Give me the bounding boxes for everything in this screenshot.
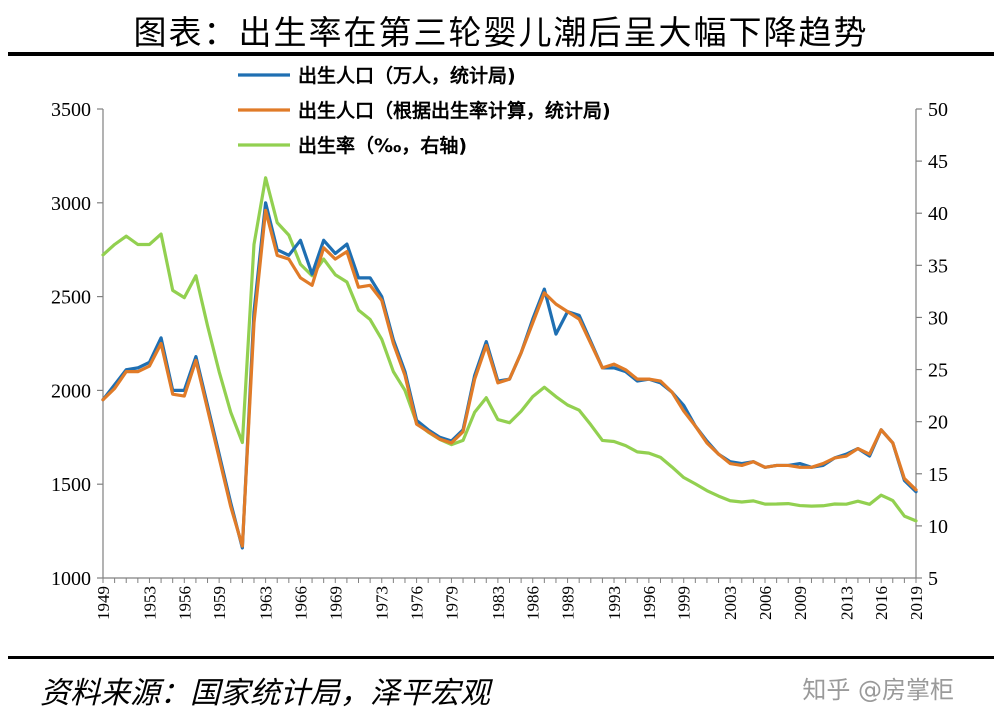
chart-legend: 出生人口（万人，统计局) 出生人口（根据出生率计算，统计局) 出生率（‰，右轴)	[238, 64, 611, 157]
x-tick-label: 1976	[408, 586, 427, 620]
x-tick-label: 2003	[721, 586, 740, 620]
x-tick-label: 1986	[524, 586, 543, 620]
legend-label-1: 出生人口（根据出生率计算，统计局)	[298, 99, 611, 122]
x-tick-label: 1973	[373, 586, 392, 620]
right-tick-label: 20	[928, 412, 948, 434]
x-tick-label: 2006	[756, 586, 775, 620]
x-tick-label: 1979	[442, 586, 461, 620]
left-tick-label: 2000	[51, 380, 91, 402]
x-tick-label: 1959	[210, 586, 229, 620]
left-tick-label: 1000	[51, 568, 91, 590]
right-tick-label: 25	[928, 360, 948, 382]
right-tick-label: 40	[928, 203, 948, 225]
right-tick-label: 35	[928, 255, 948, 277]
watermark: 知乎 @房掌柜	[802, 676, 954, 704]
x-tick-label: 1956	[175, 586, 194, 620]
x-tick-label: 1963	[257, 586, 276, 620]
series-line-2	[101, 176, 918, 523]
legend-label-2: 出生率（‰，右轴)	[298, 134, 467, 157]
right-tick-label: 15	[928, 464, 948, 486]
x-tick-label: 2009	[791, 586, 810, 620]
left-tick-label: 1500	[51, 474, 91, 496]
x-tick-label: 1989	[559, 586, 578, 620]
right-tick-label: 5	[928, 568, 938, 590]
left-tick-label: 3500	[51, 99, 91, 121]
source-note: 资料来源：国家统计局，泽平宏观	[40, 676, 490, 711]
series-line-1	[101, 208, 918, 548]
right-tick-label: 30	[928, 307, 948, 329]
chart-axes: 1000 1500 2000 2500 3000 3500 5 10 15 20 25 30 35 40 4…	[51, 99, 948, 620]
right-tick-label: 45	[928, 151, 948, 173]
x-tick-label: 1996	[640, 586, 659, 620]
left-tick-label: 3000	[51, 193, 91, 215]
x-tick-label: 1969	[326, 586, 345, 620]
x-tick-label: 1966	[291, 586, 310, 620]
x-tick-label: 2019	[907, 586, 926, 620]
x-tick-label: 1949	[94, 586, 113, 620]
x-tick-label: 1993	[605, 586, 624, 620]
x-tick-label: 2016	[872, 586, 891, 620]
bottom-rule	[8, 656, 994, 659]
x-tick-label: 1983	[489, 586, 508, 620]
x-tick-label: 2013	[837, 586, 856, 620]
left-tick-label: 2500	[51, 287, 91, 309]
top-rule	[8, 52, 994, 56]
x-tick-label: 1953	[140, 586, 159, 620]
right-tick-label: 10	[928, 516, 948, 538]
right-tick-label: 50	[928, 99, 948, 121]
series-layer	[101, 176, 918, 550]
legend-label-0: 出生人口（万人，统计局)	[298, 64, 516, 87]
chart-title: 图表：出生率在第三轮婴儿潮后呈大幅下降趋势	[133, 13, 869, 52]
x-tick-label: 1999	[675, 586, 694, 620]
